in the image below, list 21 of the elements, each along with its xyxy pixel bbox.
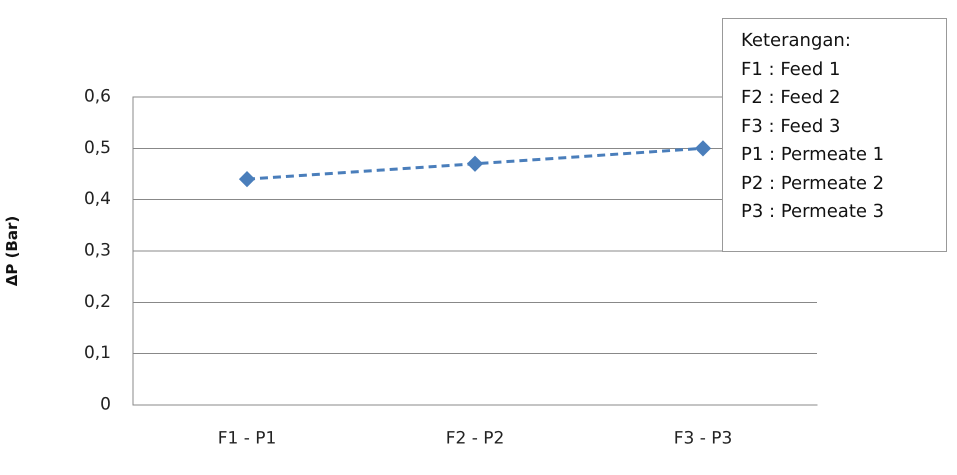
y-tick-label: 0,3: [84, 240, 111, 260]
y-tick-label: 0,6: [84, 86, 111, 106]
y-tick-label: 0,2: [84, 292, 111, 312]
point: [468, 156, 482, 172]
annotation: F2 : Feed 2: [741, 86, 842, 110]
x-tick-label: F3 - P3: [674, 428, 732, 449]
y-tick-label: 0,5: [84, 138, 111, 158]
point: [240, 172, 254, 187]
point: [696, 140, 710, 156]
x-tick-label: F2 - P2: [446, 428, 504, 449]
y-tick-label: 0,1: [84, 343, 111, 364]
y-axis-title: ΔP (Bar): [2, 216, 21, 286]
annotation: F3 : Feed 3: [741, 114, 842, 138]
annotation: P1 : Permeate 1: [741, 143, 886, 167]
text: Keterangan:: [741, 30, 851, 51]
y-tick-label: 0,4: [84, 189, 111, 210]
text: F1 : Feed 1: [741, 58, 840, 80]
y-tick-label: 0: [100, 394, 111, 414]
annotation: P2 : Permeate 2: [741, 172, 886, 196]
x-tick-label: F1 - P1: [218, 428, 276, 449]
annotation: P3 : Permeate 3: [741, 200, 886, 224]
